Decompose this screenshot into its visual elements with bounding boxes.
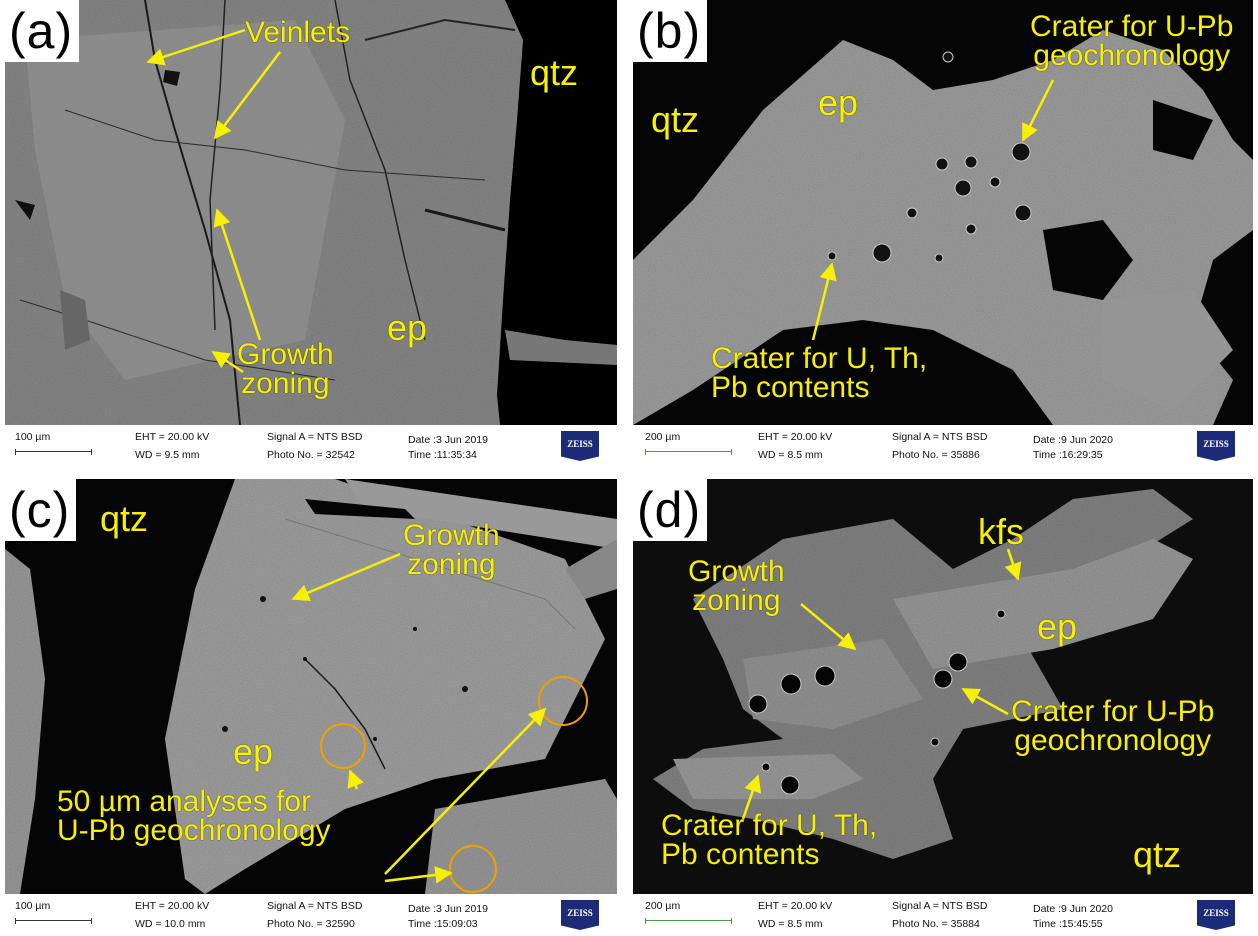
bse-panel-a: (a) Veinlets Growth zoning qtz ep 100 µm… — [5, 0, 617, 467]
annotation-crater-uthpb: Crater for U, Th, Pb contents — [661, 809, 878, 871]
zeiss-logo: ZEISS — [561, 431, 599, 461]
wd-value: WD = 8.5 mm — [758, 449, 823, 461]
annotation-growth-zoning: Growth zoning — [403, 519, 500, 581]
scale-bar — [645, 449, 732, 455]
eht-value: EHT = 20.00 kV — [758, 431, 833, 443]
bse-image-b — [633, 0, 1253, 425]
signal-value: Signal A = NTS BSD — [892, 900, 988, 912]
label-qtz: qtz — [530, 52, 579, 93]
eht-value: EHT = 20.00 kV — [135, 900, 210, 912]
zeiss-logo: ZEISS — [1197, 900, 1235, 930]
bse-panel-b: (b) Crater for U-Pb geochronology Crater… — [633, 0, 1253, 467]
panel-label-c: (c) — [5, 479, 77, 541]
photo-number: Photo No. = 35886 — [892, 449, 980, 461]
bse-image-c — [5, 479, 617, 894]
sem-info-bar-d: 200 µm EHT = 20.00 kV WD = 8.5 mm Signal… — [633, 894, 1253, 936]
annotation-growth-zoning: Growth zoning — [688, 555, 785, 617]
panel-label-a: (a) — [5, 0, 80, 62]
photo-number: Photo No. = 32590 — [267, 918, 355, 930]
label-kfs: kfs — [978, 511, 1025, 552]
label-ep: ep — [233, 731, 274, 772]
time-value: Time :15:09:03 — [408, 918, 478, 930]
zeiss-logo: ZEISS — [561, 900, 599, 930]
zeiss-logo: ZEISS — [1197, 431, 1235, 461]
photo-number: Photo No. = 35884 — [892, 918, 980, 930]
bse-panel-c: (c) Growth zoning 50 µm analyses for U-P… — [5, 479, 617, 936]
eht-value: EHT = 20.00 kV — [758, 900, 833, 912]
scale-bar-label: 100 µm — [15, 431, 51, 443]
panel-label-d: (d) — [633, 479, 708, 541]
scale-bar-label: 200 µm — [645, 900, 681, 912]
time-value: Time :15:45:55 — [1033, 918, 1103, 930]
sem-info-bar-c: 100 µm EHT = 20.00 kV WD = 10.0 mm Signa… — [5, 894, 617, 936]
sem-info-bar-a: 100 µm EHT = 20.00 kV WD = 9.5 mm Signal… — [5, 425, 617, 467]
sem-info-bar-b: 200 µm EHT = 20.00 kV WD = 8.5 mm Signal… — [633, 425, 1253, 467]
annotation-crater-upb: Crater for U-Pb geochronology — [1030, 10, 1234, 72]
signal-value: Signal A = NTS BSD — [267, 900, 363, 912]
eht-value: EHT = 20.00 kV — [135, 431, 210, 443]
label-ep: ep — [1037, 606, 1078, 647]
wd-value: WD = 9.5 mm — [135, 449, 200, 461]
time-value: Time :16:29:35 — [1033, 449, 1103, 461]
date-value: Date :9 Jun 2020 — [1033, 434, 1113, 446]
panel-label-b: (b) — [633, 0, 708, 62]
label-qtz: qtz — [1133, 834, 1182, 875]
date-value: Date :3 Jun 2019 — [408, 903, 488, 915]
annotation-analyses: 50 µm analyses for U-Pb geochronology — [57, 785, 331, 847]
scale-bar — [645, 918, 732, 924]
label-qtz: qtz — [651, 99, 700, 140]
annotation-crater-uthpb: Crater for U, Th, Pb contents — [711, 342, 928, 404]
time-value: Time :11:35:34 — [408, 449, 477, 461]
annotation-growth-zoning: Growth zoning — [237, 338, 334, 400]
bse-image-d — [633, 479, 1253, 894]
label-ep: ep — [818, 82, 859, 123]
wd-value: WD = 10.0 mm — [135, 918, 206, 930]
date-value: Date :9 Jun 2020 — [1033, 903, 1113, 915]
scale-bar-label: 100 µm — [15, 900, 51, 912]
signal-value: Signal A = NTS BSD — [267, 431, 363, 443]
photo-number: Photo No. = 32542 — [267, 449, 355, 461]
scale-bar-label: 200 µm — [645, 431, 681, 443]
bse-panel-d: (d) kfs Growth zoning ep Crater for U-Pb… — [633, 479, 1253, 936]
annotation-crater-upb: Crater for U-Pb geochronology — [1011, 695, 1215, 757]
date-value: Date :3 Jun 2019 — [408, 434, 488, 446]
label-qtz: qtz — [100, 498, 149, 539]
signal-value: Signal A = NTS BSD — [892, 431, 988, 443]
label-ep: ep — [387, 307, 428, 348]
scale-bar — [15, 449, 92, 455]
wd-value: WD = 8.5 mm — [758, 918, 823, 930]
scale-bar — [15, 918, 92, 924]
annotation-veinlets: Veinlets — [245, 16, 351, 49]
